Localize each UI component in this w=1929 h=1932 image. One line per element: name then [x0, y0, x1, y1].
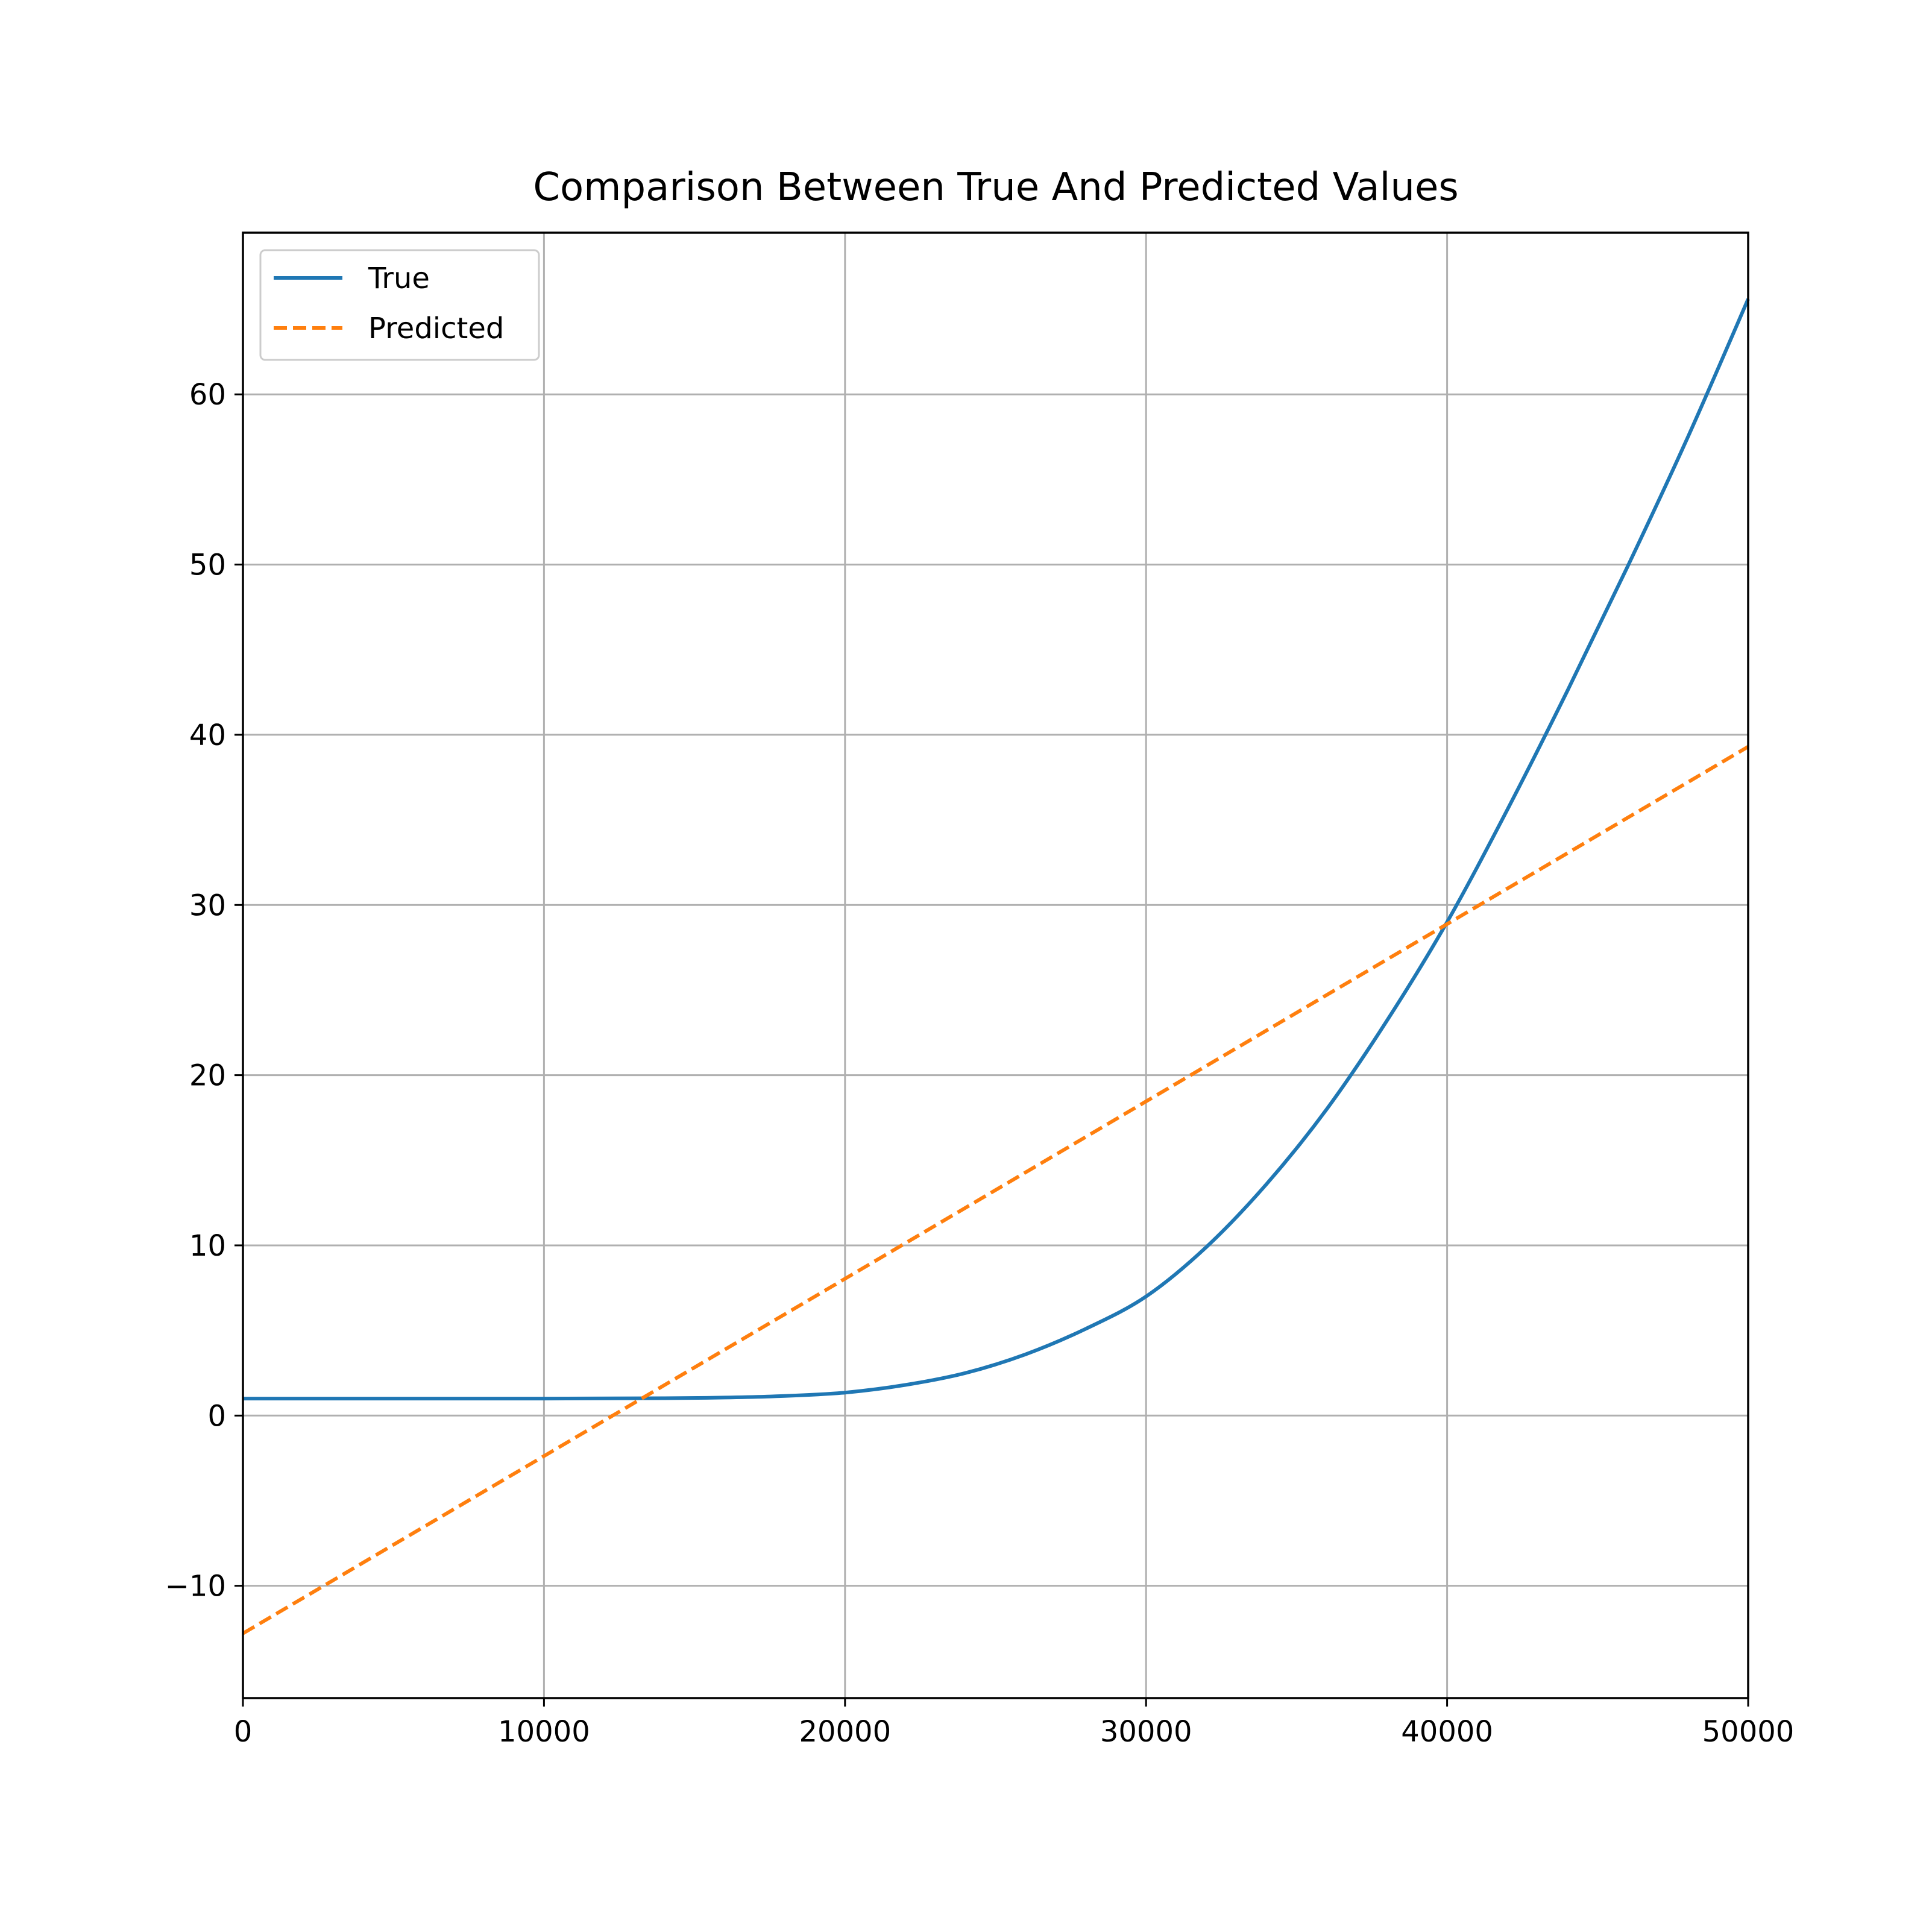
legend-label: True [368, 262, 430, 295]
series-line-predicted [242, 745, 1749, 1635]
y-tick-label: 20 [189, 1059, 226, 1093]
x-tick-label: 10000 [498, 1715, 590, 1749]
legend-label: Predicted [368, 312, 504, 345]
legend: True Predicted [259, 249, 540, 361]
y-tick-label: −10 [165, 1570, 226, 1603]
ticks-layer: 0 10000 20000 30000 40000 50000 −10 0 10 20 30 40 50… [165, 378, 1795, 1749]
x-tick-label: 0 [234, 1715, 253, 1749]
y-tick-label: 50 [189, 549, 226, 582]
y-tick-label: 60 [189, 378, 226, 412]
y-tick-label: 30 [189, 889, 226, 922]
chart-title: Comparison Between True And Predicted Va… [533, 165, 1458, 210]
x-tick-label: 40000 [1401, 1715, 1493, 1749]
x-tick-label: 30000 [1100, 1715, 1192, 1749]
y-tick-label: 10 [189, 1229, 226, 1263]
y-tick-label: 0 [207, 1399, 226, 1433]
y-tick-label: 40 [189, 719, 226, 752]
plot-frame [242, 231, 1749, 1699]
x-tick-label: 20000 [799, 1715, 891, 1749]
grid-layer [242, 233, 1749, 1698]
series-line-true [243, 298, 1750, 1401]
series-layer [242, 298, 1750, 1635]
x-tick-label: 50000 [1702, 1715, 1795, 1749]
